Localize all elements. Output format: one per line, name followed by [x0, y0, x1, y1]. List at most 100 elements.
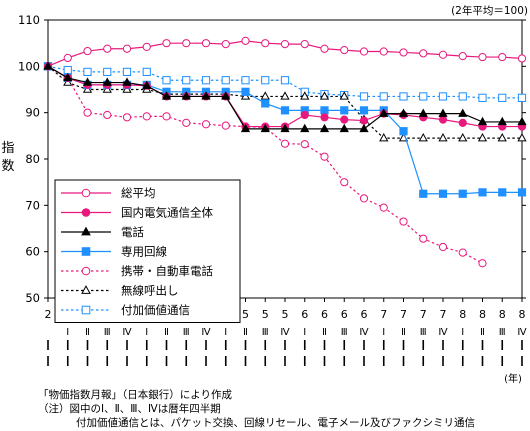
x-tick-quarter: Ⅲ [104, 327, 111, 338]
data-point [498, 93, 507, 102]
data-point [340, 178, 349, 187]
data-point [359, 92, 369, 101]
data-point [260, 91, 270, 100]
data-point [477, 133, 488, 142]
data-point [517, 188, 527, 197]
data-point [379, 133, 389, 142]
data-point [81, 285, 91, 294]
x-tick-year: 8 [519, 308, 526, 321]
x-tick-quarter: Ⅲ [183, 327, 190, 338]
data-point [438, 108, 448, 117]
data-point [221, 39, 230, 49]
data-point [319, 123, 330, 133]
data-point [340, 106, 349, 115]
data-point [497, 116, 507, 126]
data-point [458, 92, 467, 101]
y-tick-label: 110 [18, 13, 40, 27]
series-layer [43, 36, 527, 268]
x-tick-year: 7 [400, 308, 407, 321]
x-tick-year: 8 [459, 308, 466, 321]
data-point [458, 133, 468, 142]
x-tick-year: 7 [380, 308, 387, 321]
data-point [83, 108, 92, 117]
x-tick-quarter: Ⅱ [322, 327, 327, 338]
data-point [43, 61, 53, 70]
source-note: 「物価指数月報」（日本銀行）により作成 [38, 389, 233, 401]
data-point [142, 42, 151, 51]
data-point [340, 115, 349, 124]
y-tick-label: 90 [25, 106, 40, 120]
data-point [379, 92, 388, 101]
data-point [438, 115, 448, 124]
data-point [418, 108, 428, 117]
data-point [81, 208, 91, 217]
data-point [320, 152, 329, 161]
legend-label: 専用回線 [121, 245, 167, 259]
data-point [340, 46, 349, 55]
y-tick-label: 100 [18, 59, 40, 73]
data-point [83, 67, 92, 76]
x-tick-year: 5 [242, 308, 249, 321]
data-point [260, 123, 270, 133]
x-tick-quarter: Ⅳ [122, 327, 132, 338]
x-tick-quarter: Ⅳ [359, 327, 369, 338]
y-tick-label: 80 [25, 152, 40, 166]
x-tick-year: 5 [262, 308, 269, 321]
y-axis-label-char: 指 [1, 141, 14, 156]
data-point [241, 76, 250, 85]
data-point [63, 65, 72, 75]
data-point [300, 123, 310, 133]
y-tick-label: 50 [25, 291, 40, 305]
data-point [240, 123, 251, 133]
data-point [498, 52, 507, 62]
data-point [280, 139, 290, 148]
data-point [103, 110, 112, 120]
x-tick-year: 8 [479, 308, 486, 321]
x-tick-quarter: Ⅱ [85, 327, 90, 338]
x-tick-year: 6 [301, 308, 308, 321]
data-point [477, 116, 488, 126]
x-tick-quarter: Ⅰ [382, 327, 385, 338]
data-point [103, 67, 112, 76]
y-axis: 50 60 70 80 90 100 110 [18, 13, 526, 305]
x-tick-year: 6 [321, 308, 328, 321]
data-point [359, 47, 369, 56]
data-point [339, 123, 349, 133]
legend-label: 付加価値通信 [121, 303, 190, 317]
data-point [478, 52, 487, 62]
data-point [359, 123, 369, 133]
data-point [438, 189, 448, 198]
data-point [81, 188, 91, 198]
data-point [458, 248, 467, 257]
data-point [320, 113, 329, 122]
data-point [419, 92, 428, 101]
data-point [300, 39, 309, 49]
legend-label: 総平均 [121, 186, 156, 200]
data-point [63, 72, 73, 82]
data-point [359, 116, 369, 125]
data-point [517, 54, 527, 63]
data-point [517, 133, 527, 142]
data-point [399, 92, 408, 101]
x-tick-year: 7 [440, 308, 447, 321]
data-point [458, 118, 467, 127]
x-tick-year: 6 [361, 308, 368, 321]
x-tick-quarter: Ⅲ [420, 327, 427, 338]
data-point [83, 46, 92, 56]
data-point [182, 39, 191, 48]
data-point [517, 93, 527, 102]
x-tick-year: 7 [420, 308, 427, 321]
x-tick-quarter: Ⅱ [243, 327, 248, 338]
x-tick-quarter: Ⅰ [224, 327, 227, 338]
data-point [122, 44, 132, 53]
data-point [81, 247, 91, 256]
data-point [497, 133, 507, 142]
legend-label: 無線呼出し [121, 284, 179, 298]
x-tick-quarter: Ⅱ [401, 327, 406, 338]
data-point [162, 112, 171, 121]
data-point [122, 67, 132, 76]
notes: 「物価指数月報」（日本銀行）により作成 （注）図中のⅠ、Ⅱ、Ⅲ、Ⅳは暦年四半期 … [38, 388, 475, 430]
footnote-vas: 付加価値通信とは、パケット交換、回線リセール、電子メール及びファクシミリ通信 [76, 417, 475, 429]
x-tick-quarter: Ⅳ [280, 327, 290, 338]
